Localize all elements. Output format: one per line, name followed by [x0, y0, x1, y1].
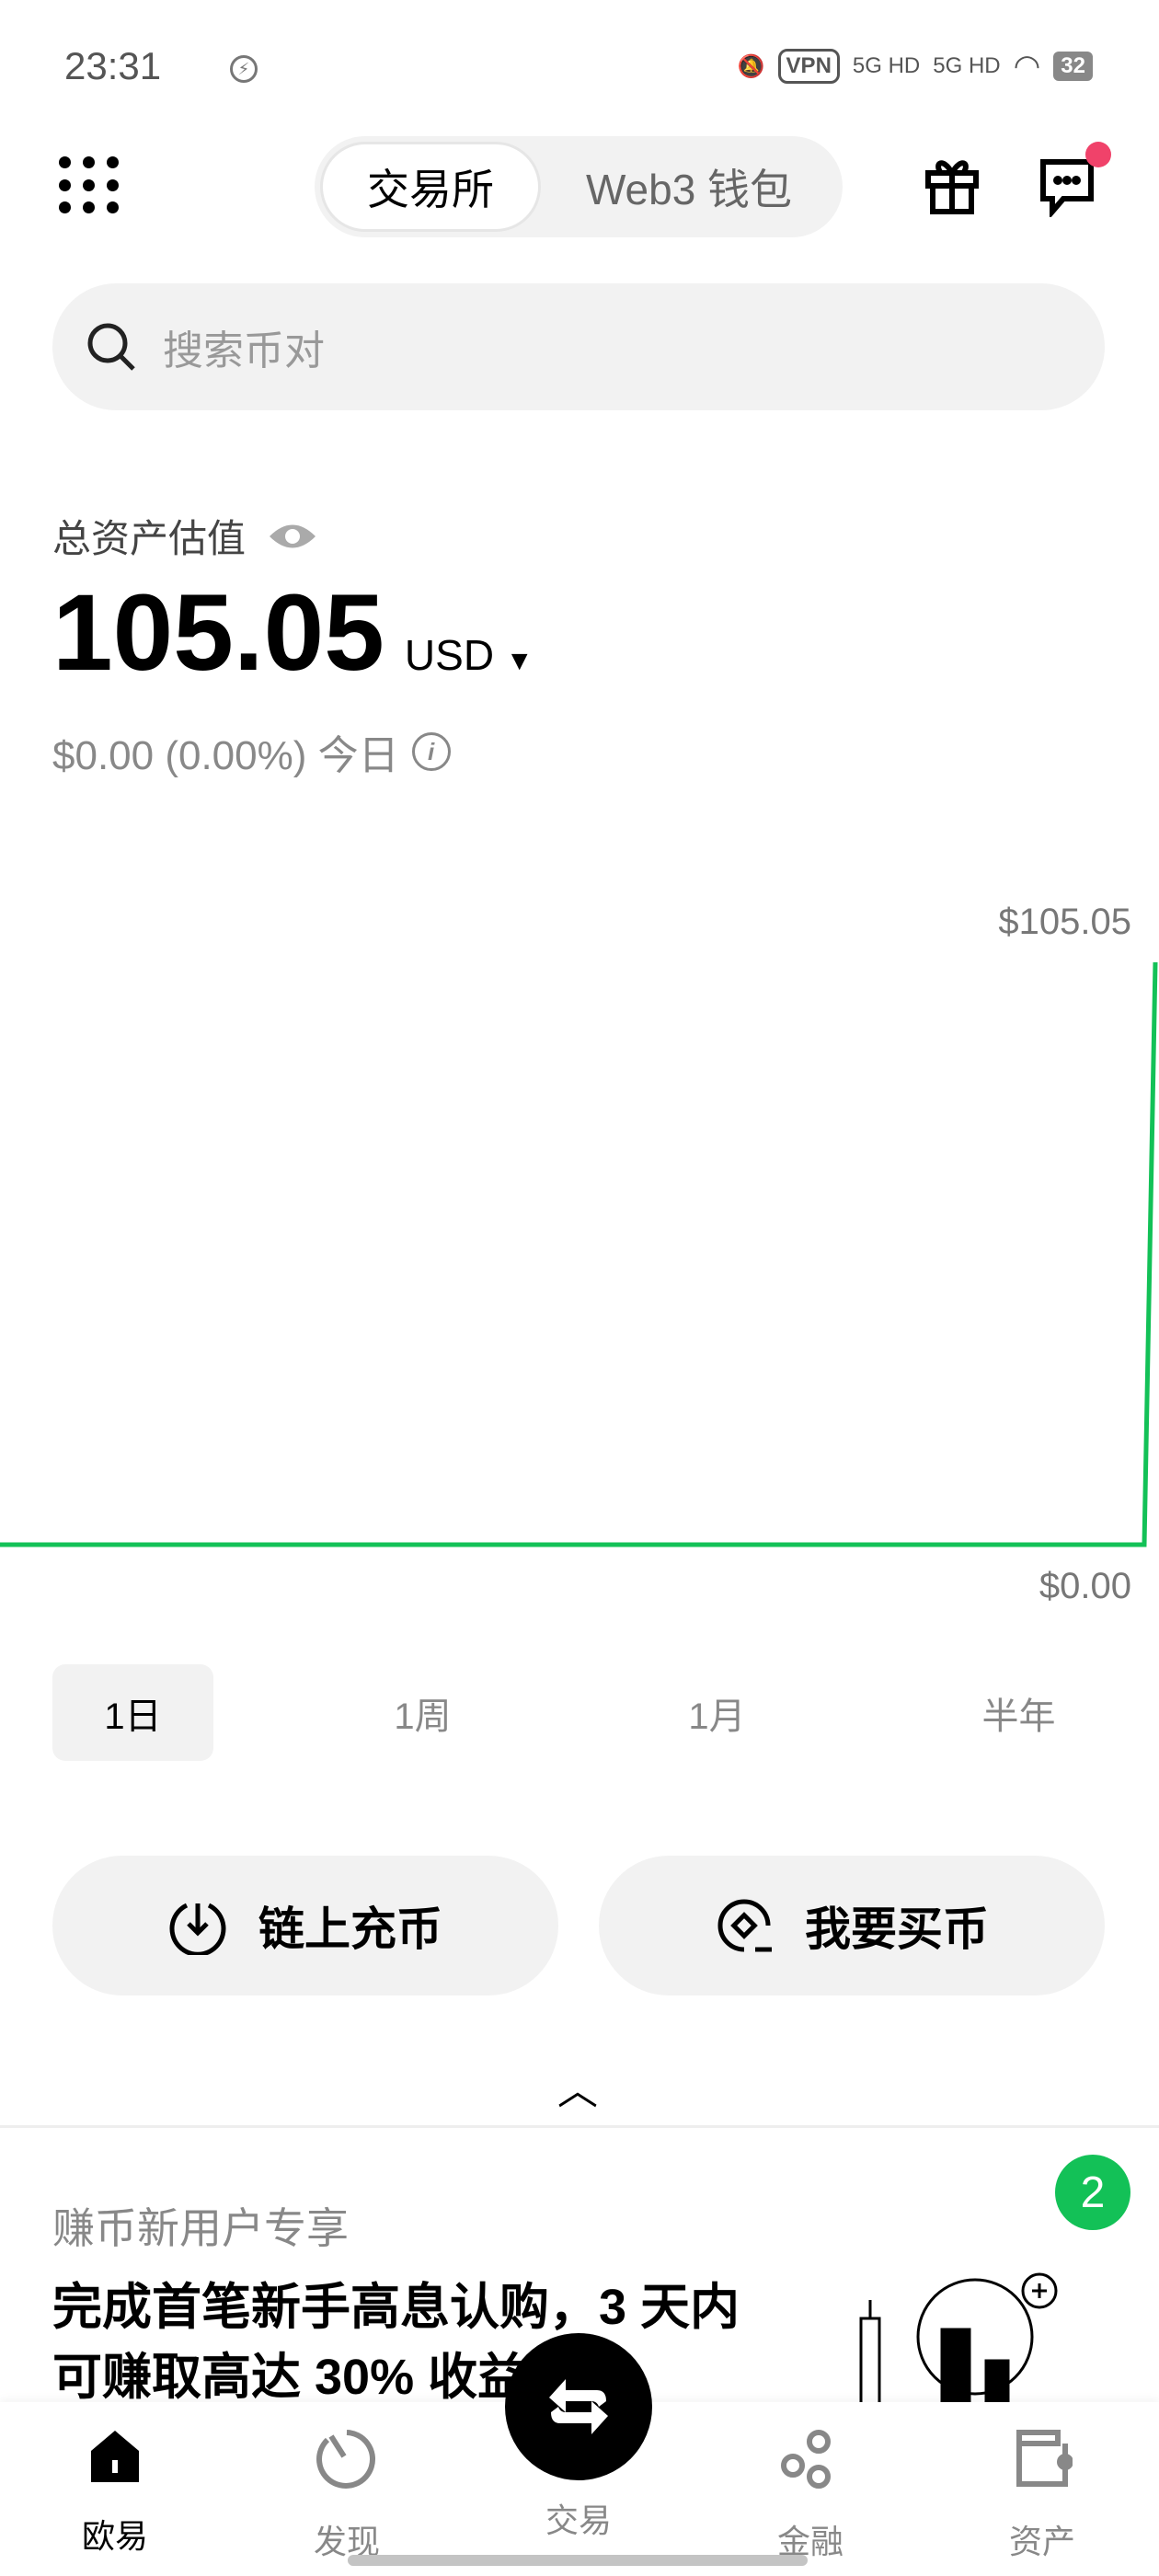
mute-icon: 🔕 — [737, 53, 765, 79]
nav-home-label: 欧易 — [81, 2517, 148, 2555]
collapse-caret-icon[interactable]: ︿ — [557, 2068, 598, 2113]
nav-home[interactable]: 欧易 — [41, 2429, 189, 2558]
chart-min-label: $0.00 — [1039, 1566, 1131, 1606]
notification-dot — [1085, 142, 1111, 167]
mode-switch[interactable]: 交易所 Web3 钱包 — [315, 136, 843, 237]
timeframe-1d[interactable]: 1日 — [52, 1664, 213, 1761]
search-input[interactable]: 搜索币对 — [52, 283, 1105, 410]
total-assets: 105.05 USD ▼ — [52, 570, 534, 696]
tab-web3-wallet[interactable]: Web3 钱包 — [585, 166, 793, 213]
candlestick-illustration — [859, 2272, 1058, 2410]
nav-finance[interactable]: 金融 — [737, 2429, 884, 2563]
nav-assets[interactable]: 资产 — [969, 2429, 1116, 2563]
nav-assets-label: 资产 — [1008, 2523, 1075, 2560]
home-indicator[interactable] — [348, 2555, 808, 2566]
divider — [0, 2125, 1159, 2128]
currency-label: USD — [404, 631, 495, 679]
total-value: 105.05 — [52, 572, 384, 694]
caret-down-icon: ▼ — [505, 646, 534, 676]
wallet-icon — [1016, 2430, 1073, 2487]
status-icons: 🔕 VPN 5G HD 5G HD ◠ 32 — [738, 48, 1093, 85]
discover-icon — [316, 2430, 376, 2489]
promo-subtitle: 赚币新用户专享 — [52, 2204, 349, 2252]
chart-max-label: $105.05 — [998, 902, 1131, 942]
promo-count-badge: 2 — [1055, 2155, 1130, 2230]
download-icon — [169, 1903, 226, 1955]
nav-discover-label: 发现 — [313, 2523, 380, 2560]
signal-1: 5G HD — [852, 53, 921, 78]
nav-trade-label: 交易 — [545, 2501, 612, 2539]
total-assets-label: 总资产估值 — [52, 508, 317, 564]
tab-exchange[interactable]: 交易所 — [320, 142, 541, 232]
gift-icon[interactable] — [923, 155, 981, 215]
timeframe-1w[interactable]: 1周 — [394, 1696, 452, 1737]
buy-coin-icon — [717, 1899, 772, 1952]
status-time: 23:31 — [64, 44, 162, 87]
buy-crypto-button[interactable]: 我要买币 — [599, 1856, 1105, 1995]
home-icon — [91, 2431, 139, 2482]
signal-2: 5G HD — [933, 53, 1001, 78]
chart-line — [0, 961, 1158, 1547]
timeframe-1m[interactable]: 1月 — [688, 1696, 746, 1737]
charging-icon: ⚡ — [230, 55, 258, 83]
swap-icon — [549, 2379, 608, 2434]
menu-grid-icon[interactable] — [59, 156, 121, 215]
currency-selector[interactable]: USD ▼ — [405, 630, 534, 680]
message-icon[interactable] — [1036, 156, 1098, 217]
wifi-icon: ◠ — [1013, 49, 1041, 84]
deposit-label: 链上充币 — [258, 1903, 442, 1955]
search-icon — [87, 323, 135, 371]
asset-chart — [0, 961, 1158, 1547]
deposit-button[interactable]: 链上充币 — [52, 1856, 558, 1995]
promo-headline-line1: 完成首笔新手高息认购，3 天内 — [52, 2280, 740, 2335]
nav-finance-label: 金融 — [776, 2523, 843, 2560]
vpn-icon: VPN — [777, 49, 840, 84]
buy-label: 我要买币 — [805, 1903, 989, 1955]
finance-icon — [781, 2430, 831, 2489]
battery-icon: 32 — [1053, 52, 1093, 81]
promo-headline-line2: 可赚取高达 30% 收益 — [52, 2350, 528, 2405]
search-placeholder: 搜索币对 — [163, 328, 325, 374]
nav-discover[interactable]: 发现 — [273, 2429, 420, 2563]
info-icon[interactable]: i — [411, 732, 451, 771]
nav-trade[interactable]: 交易 — [505, 2494, 652, 2542]
timeframe-6m[interactable]: 半年 — [981, 1696, 1056, 1737]
promo-headline[interactable]: 完成首笔新手高息认购，3 天内 可赚取高达 30% 收益 — [52, 2272, 788, 2412]
eye-icon[interactable] — [268, 521, 317, 552]
total-assets-text: 总资产估值 — [52, 517, 247, 560]
daily-change-text: $0.00 (0.00%) 今日 — [52, 733, 399, 778]
daily-change: $0.00 (0.00%) 今日 i — [52, 722, 451, 781]
trade-fab[interactable] — [505, 2333, 652, 2480]
